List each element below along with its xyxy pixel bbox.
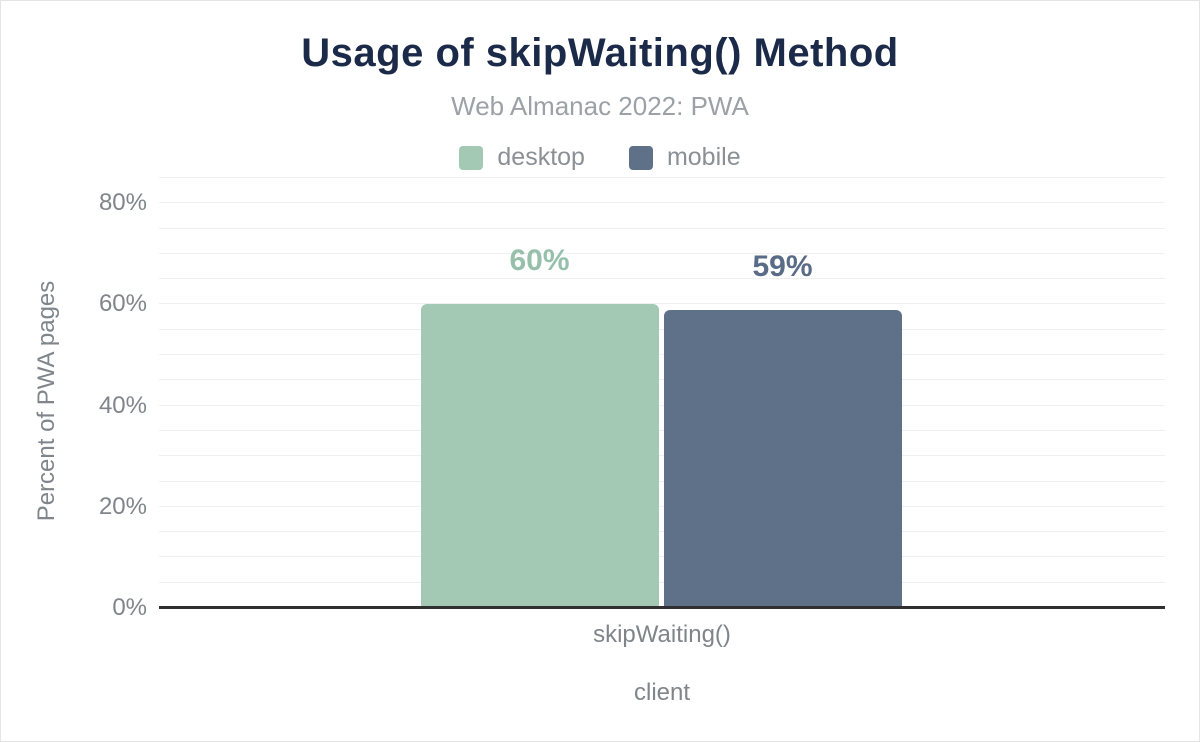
gridline-40pct bbox=[159, 404, 1165, 406]
legend-item-desktop: desktop bbox=[459, 143, 585, 172]
gridline-80pct bbox=[159, 202, 1165, 204]
x-category-label: skipWaiting() bbox=[593, 621, 731, 648]
gridline-5pct bbox=[159, 581, 1165, 583]
chart-title: Usage of skipWaiting() Method bbox=[301, 31, 899, 75]
y-tick-60%: 60% bbox=[98, 290, 147, 318]
gridline-35pct bbox=[159, 429, 1165, 431]
gridline-70pct bbox=[159, 252, 1165, 254]
legend-label-desktop: desktop bbox=[497, 143, 585, 171]
gridline-25pct bbox=[159, 480, 1165, 482]
gridline-85pct bbox=[159, 177, 1165, 178]
gridline-20pct bbox=[159, 505, 1165, 507]
gridline-55pct bbox=[159, 328, 1165, 330]
gridline-50pct bbox=[159, 354, 1165, 356]
gridline-60pct bbox=[159, 303, 1165, 305]
x-axis-line bbox=[159, 606, 1165, 609]
legend-label-mobile: mobile bbox=[666, 143, 741, 171]
legend-item-mobile: mobile bbox=[628, 143, 741, 172]
plot-area: 60% 59% bbox=[159, 177, 1165, 609]
x-axis-title: client bbox=[633, 679, 691, 706]
y-tick-20%: 20% bbox=[98, 492, 147, 520]
y-tick-40%: 40% bbox=[98, 391, 147, 419]
y-tick-0%: 0% bbox=[112, 594, 147, 621]
bar-value-mobile: 59% bbox=[752, 249, 813, 283]
gridline-10pct bbox=[159, 556, 1165, 558]
legend-swatch-mobile bbox=[628, 145, 653, 170]
gridline-30pct bbox=[159, 455, 1165, 457]
gridline-45pct bbox=[159, 379, 1165, 381]
bar-value-desktop: 60% bbox=[509, 244, 570, 278]
gridline-65pct bbox=[159, 278, 1165, 280]
legend-swatch-desktop bbox=[459, 145, 484, 170]
legend: desktop mobile bbox=[1, 143, 1199, 172]
bar-desktop[interactable] bbox=[420, 304, 659, 608]
y-tick-80%: 80% bbox=[98, 189, 147, 217]
bar-mobile[interactable] bbox=[663, 309, 902, 608]
gridline-75pct bbox=[159, 227, 1165, 229]
chart-subtitle: Web Almanac 2022: PWA bbox=[451, 91, 749, 121]
gridline-15pct bbox=[159, 531, 1165, 533]
